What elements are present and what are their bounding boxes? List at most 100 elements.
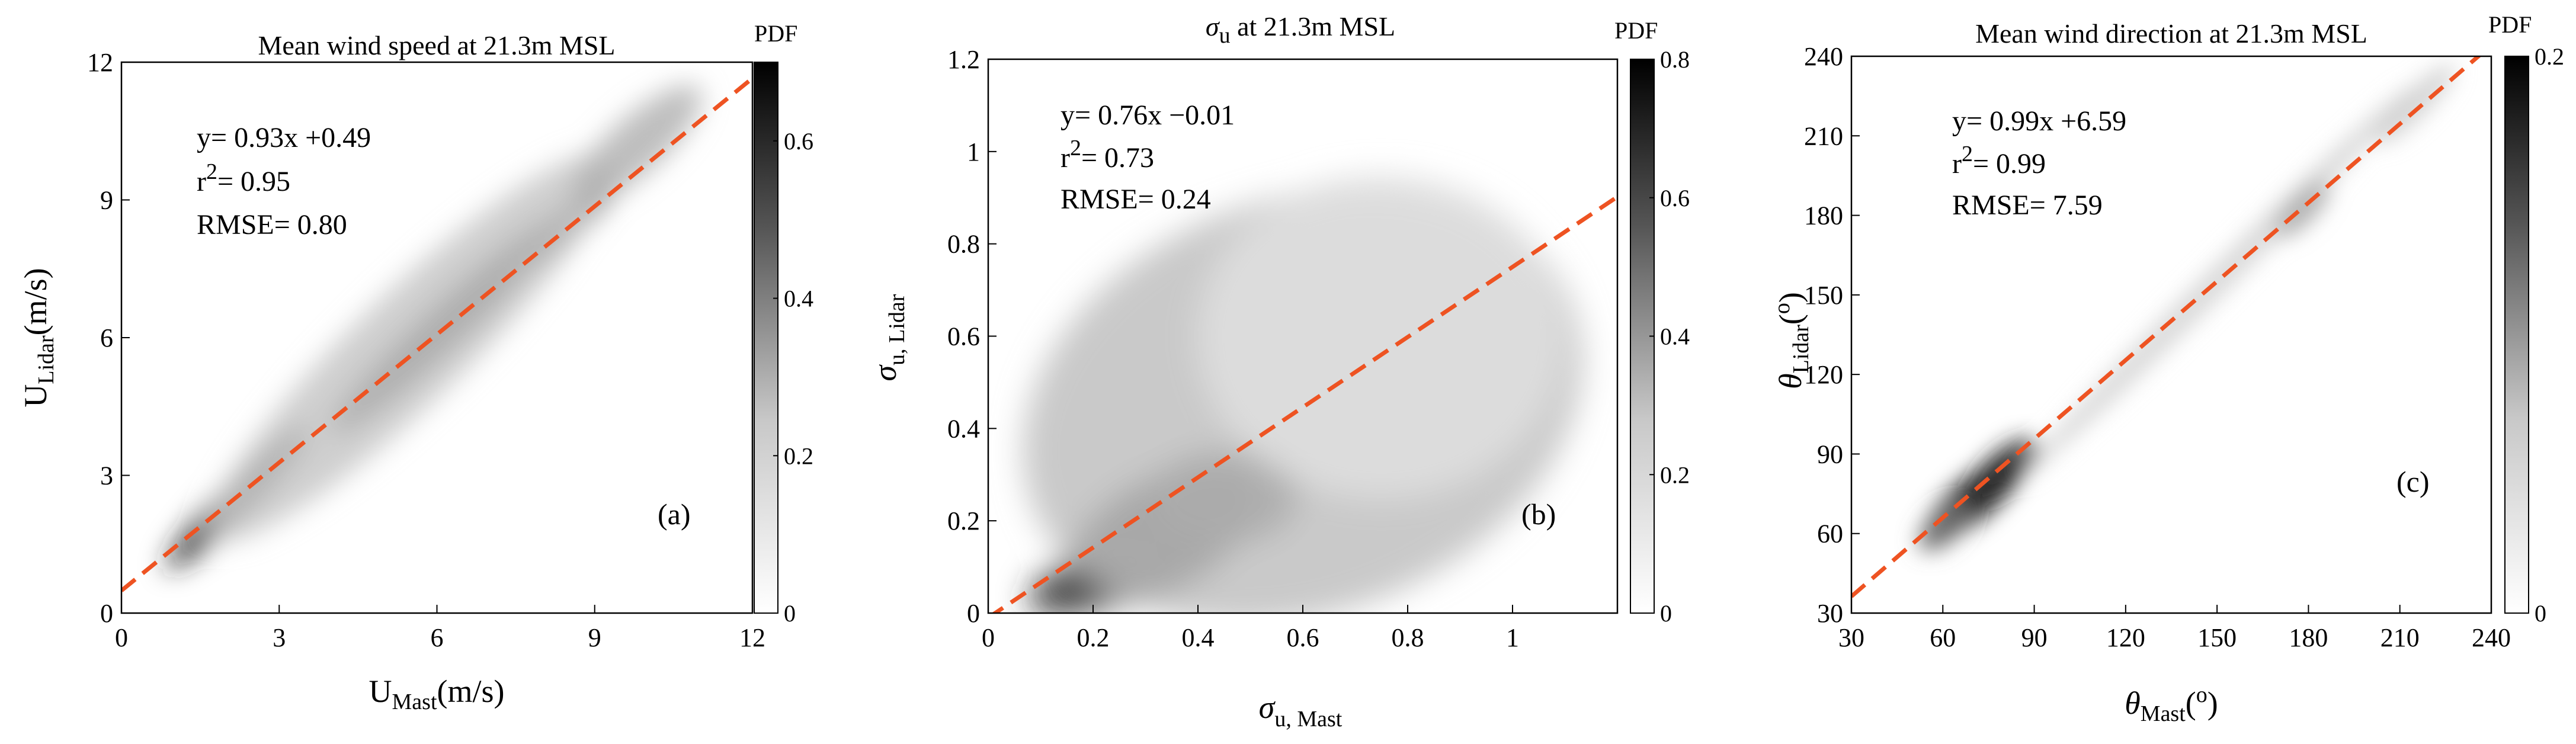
colorbar-tick-label: 0 (2535, 600, 2546, 627)
y-tick-label: 1.2 (947, 45, 980, 74)
panel-label-b: (b) (1521, 498, 1556, 531)
y-axis-label-c: θLidar(o) (1770, 292, 1814, 389)
colorbar-tick-label: 0 (784, 600, 796, 627)
fit-line-b (991, 195, 1617, 613)
colorbar-tick-label: 0.2 (784, 442, 813, 469)
y-tick-label: 0.4 (947, 414, 980, 443)
colorbar-tick-label: 0.2 (2535, 43, 2564, 70)
colorbar-tick-label: 0.4 (1660, 323, 1690, 350)
panel-label-a: (a) (658, 498, 691, 531)
x-tick-label: 3 (273, 623, 286, 652)
x-axis-c: 30 60 90 120 150 180 210 240 (1838, 605, 2511, 652)
x-tick-label: 120 (2106, 623, 2145, 652)
y-tick-label: 240 (1804, 42, 1843, 71)
annotation-eq-b: y= 0.76x −0.01 (1060, 100, 1235, 131)
colorbar-tick-label: 0.8 (1660, 46, 1690, 73)
annotation-eq-c: y= 0.99x +6.59 (1952, 105, 2126, 137)
x-axis-label-b: σu, Mast (1259, 690, 1343, 732)
annotation-rmse-b: RMSE= 0.24 (1060, 184, 1211, 215)
y-tick-label: 30 (1817, 599, 1843, 628)
colorbar-c (2504, 56, 2529, 614)
panel-b: σu at 21.3m MSL 0 0.2 0.4 0.6 0.8 1 0 0.2 0.4 0.… (867, 11, 1690, 732)
annotation-rmse-a: RMSE= 0.80 (197, 209, 347, 240)
fit-line-c (1851, 56, 2482, 598)
x-tick-label: 30 (1838, 623, 1864, 652)
colorbar-ticks-a: 0 0.2 0.4 0.6 (773, 128, 813, 627)
y-axis-label-b: σu, Lidar (867, 294, 909, 381)
x-tick-label: 150 (2197, 623, 2237, 652)
y-tick-label: 1 (967, 137, 980, 166)
x-tick-label: 9 (588, 623, 601, 652)
y-tick-label: 150 (1804, 281, 1843, 310)
x-tick-label: 90 (2021, 623, 2048, 652)
y-axis-b: 0 0.2 0.4 0.6 0.8 1 1.2 (947, 45, 997, 628)
y-tick-label: 3 (100, 461, 113, 490)
y-tick-label: 0.6 (947, 322, 980, 351)
colorbar-label-b: PDF (1614, 17, 1658, 44)
density-blob (2375, 64, 2455, 144)
y-tick-label: 12 (87, 48, 113, 77)
y-tick-label: 9 (100, 186, 113, 215)
x-axis-a: 0 3 6 9 12 (115, 605, 765, 652)
colorbar-tick-label: 0.4 (784, 286, 813, 312)
x-tick-label: 12 (739, 623, 765, 652)
y-axis-label-a: ULidar(m/s) (18, 268, 59, 407)
colorbar-ticks-c: 00.2 (2524, 43, 2564, 627)
x-tick-label: 0.8 (1392, 623, 1424, 652)
colorbar-a (754, 62, 778, 614)
panel-label-c: (c) (2396, 465, 2430, 498)
y-axis-a: 0 3 6 9 12 (87, 48, 130, 628)
x-tick-label: 240 (2472, 623, 2511, 652)
x-axis-label-a: UMast(m/s) (369, 674, 505, 714)
chart-title-b: σu at 21.3m MSL (1206, 11, 1395, 48)
colorbar-tick-label: 0.6 (784, 128, 813, 155)
chart-title-a: Mean wind speed at 21.3m MSL (258, 30, 615, 60)
x-tick-label: 0 (982, 623, 995, 652)
x-axis-label-c: θMast(o) (2125, 682, 2218, 726)
y-tick-label: 210 (1804, 121, 1843, 150)
x-tick-label: 0.4 (1182, 623, 1215, 652)
density-blob (2023, 87, 2411, 476)
y-tick-label: 0.2 (947, 506, 980, 535)
annotation-r2-a: r2= 0.95 (197, 159, 290, 197)
density-blob (1918, 504, 1968, 552)
annotation-r2-c: r2= 0.99 (1952, 142, 2046, 179)
colorbar-tick-label: 0.6 (1660, 185, 1690, 211)
y-tick-label: 0 (100, 599, 113, 628)
x-tick-label: 6 (431, 623, 444, 652)
x-tick-label: 0.6 (1287, 623, 1319, 652)
y-tick-label: 6 (100, 323, 113, 352)
annotation-r2-b: r2= 0.73 (1060, 136, 1154, 174)
y-axis-c: 30 60 90 120 150 180 210 240 (1804, 42, 1860, 628)
density-c (1918, 64, 2455, 552)
density-blob (1198, 174, 1565, 498)
chart-title-c: Mean wind direction at 21.3m MSL (1975, 18, 2367, 49)
x-tick-label: 180 (2289, 623, 2328, 652)
y-tick-label: 0 (967, 599, 980, 628)
panel-c: Mean wind direction at 21.3m MSL 30 60 90 1… (1770, 11, 2564, 726)
x-tick-label: 60 (1930, 623, 1956, 652)
density-blob (1969, 438, 2038, 502)
density-blob (571, 85, 702, 205)
colorbar-ticks-b: 0 0.2 0.4 0.6 0.8 (1649, 46, 1690, 627)
colorbar-tick-label: 0.2 (1660, 461, 1690, 488)
panel-a: Mean wind speed at 21.3m MSL 0 3 6 9 12 0 3 6 9… (18, 20, 813, 714)
x-tick-label: 0.2 (1077, 623, 1110, 652)
annotation-eq-a: y= 0.93x +0.49 (197, 122, 371, 153)
x-axis-b: 0 0.2 0.4 0.6 0.8 1 (982, 605, 1519, 652)
y-tick-label: 60 (1817, 519, 1843, 549)
density-blob (210, 153, 611, 541)
x-tick-label: 0 (115, 623, 128, 652)
y-tick-label: 90 (1817, 440, 1843, 469)
y-tick-label: 180 (1804, 201, 1843, 230)
colorbar-label-c: PDF (2488, 11, 2532, 38)
annotation-rmse-c: RMSE= 7.59 (1952, 190, 2103, 221)
plot-frame-c (1850, 55, 2492, 614)
x-tick-label: 210 (2380, 623, 2420, 652)
x-tick-label: 1 (1506, 623, 1519, 652)
y-tick-label: 0.8 (947, 230, 980, 259)
colorbar-tick-label: 0 (1660, 600, 1672, 627)
y-tick-label: 120 (1804, 360, 1843, 389)
colorbar-label-a: PDF (754, 20, 797, 47)
